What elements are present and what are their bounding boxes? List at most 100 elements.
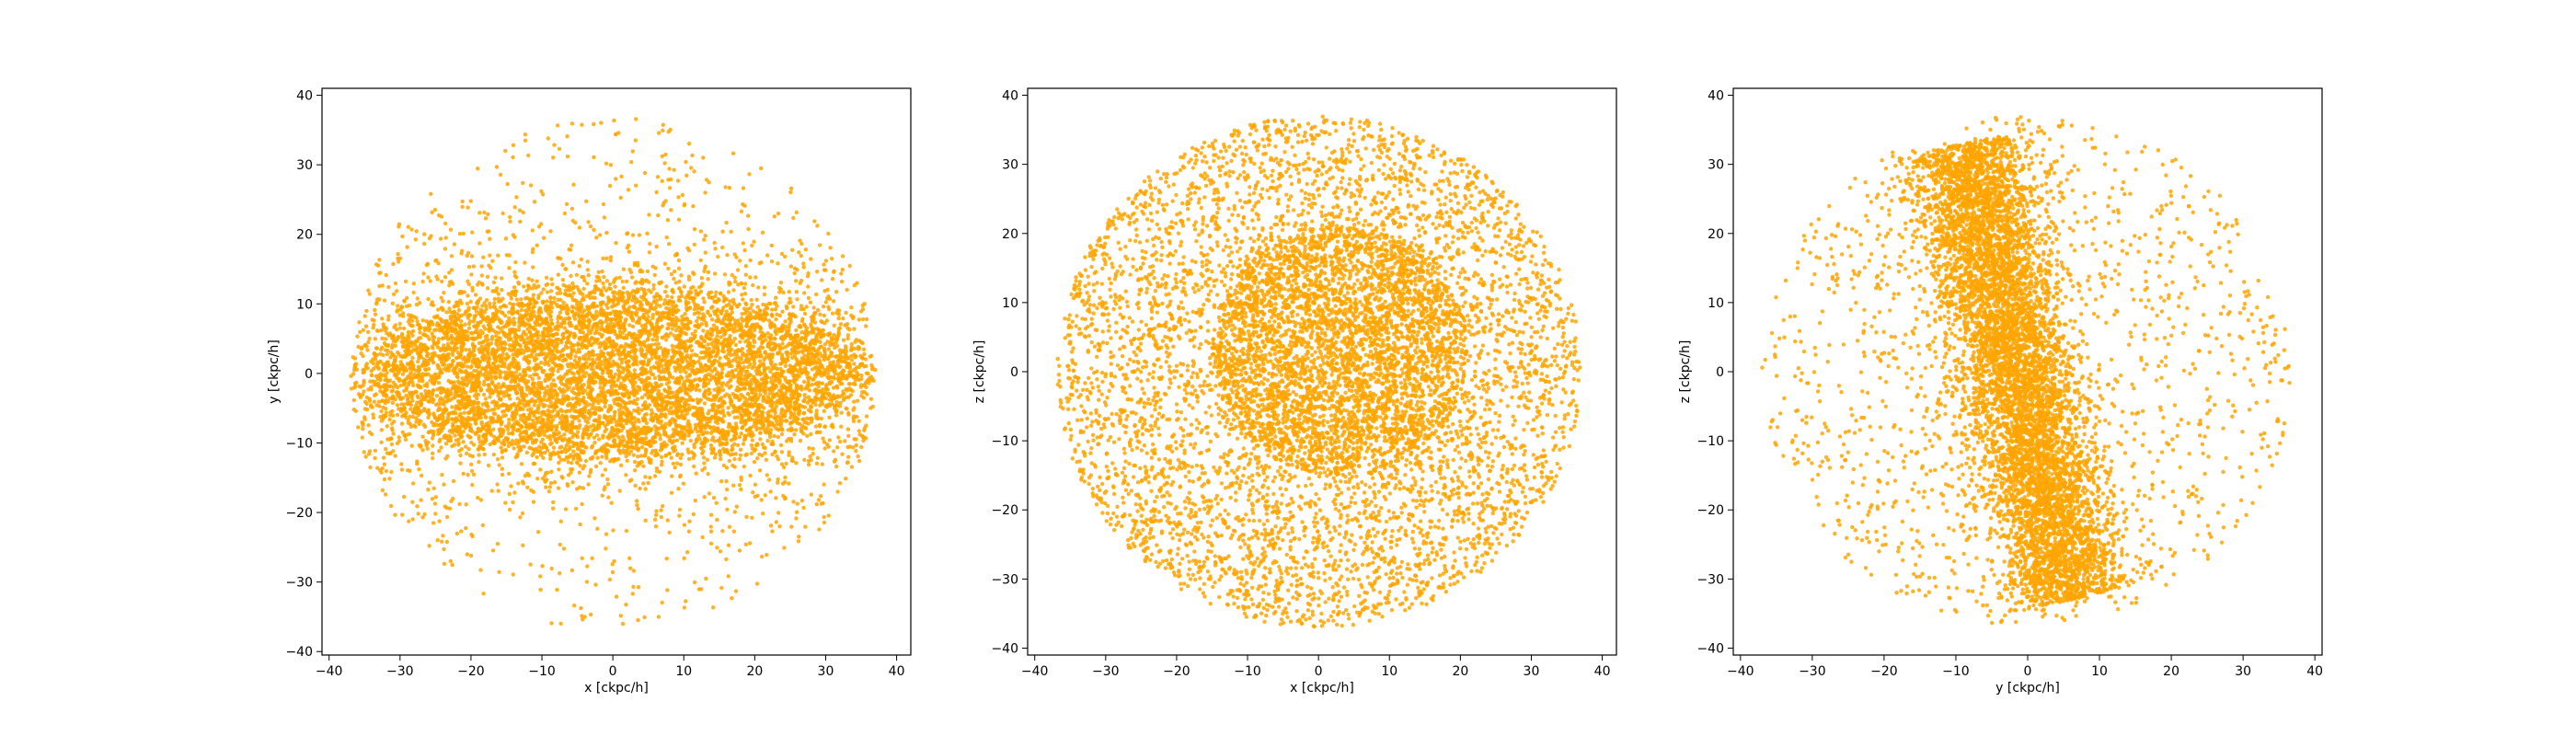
- data-point: [788, 401, 792, 405]
- data-point: [574, 327, 578, 330]
- data-point: [438, 414, 442, 418]
- data-point: [758, 308, 762, 312]
- data-point: [447, 300, 451, 304]
- data-point: [373, 394, 376, 397]
- data-point: [560, 382, 564, 385]
- data-point: [556, 332, 559, 336]
- data-point: [603, 414, 606, 418]
- data-point: [579, 292, 582, 295]
- data-point: [742, 382, 745, 385]
- data-point: [600, 454, 604, 458]
- data-point: [671, 313, 674, 316]
- data-point: [549, 442, 553, 445]
- data-point: [398, 327, 402, 330]
- data-point: [783, 414, 787, 418]
- data-point: [696, 311, 699, 315]
- data-point: [651, 338, 655, 341]
- data-point: [679, 456, 683, 460]
- data-point: [608, 415, 612, 419]
- data-point: [470, 354, 474, 358]
- data-point: [765, 380, 768, 384]
- data-point: [734, 343, 738, 347]
- data-point: [410, 356, 414, 360]
- data-point: [625, 280, 628, 283]
- data-point: [560, 450, 564, 454]
- data-point: [477, 300, 480, 304]
- data-point: [779, 411, 783, 415]
- data-point: [692, 452, 696, 455]
- data-point: [497, 330, 500, 334]
- data-point: [671, 344, 674, 348]
- data-point: [734, 421, 738, 425]
- data-point: [562, 432, 566, 436]
- data-point: [644, 432, 648, 436]
- data-point: [671, 446, 674, 450]
- data-point: [659, 437, 662, 441]
- data-point: [489, 443, 492, 446]
- data-point: [799, 304, 803, 307]
- data-point: [694, 329, 697, 333]
- data-point: [672, 291, 675, 294]
- data-point: [627, 293, 630, 296]
- data-point: [701, 328, 705, 332]
- data-point: [474, 330, 477, 334]
- data-point: [592, 436, 596, 440]
- data-point: [514, 370, 518, 374]
- data-point: [436, 408, 440, 412]
- data-point: [621, 280, 625, 283]
- data-point: [385, 378, 388, 382]
- data-point: [800, 317, 804, 321]
- data-point: [529, 407, 533, 410]
- data-point: [492, 305, 496, 308]
- data-point: [694, 377, 697, 381]
- data-point: [552, 378, 556, 382]
- data-point: [568, 431, 571, 434]
- data-point: [507, 444, 511, 448]
- data-point: [561, 278, 565, 282]
- data-point: [733, 396, 737, 399]
- data-point: [390, 389, 394, 393]
- data-point: [591, 350, 594, 353]
- data-point: [732, 352, 736, 356]
- data-point: [755, 298, 759, 302]
- data-point: [797, 346, 800, 350]
- data-point: [741, 426, 744, 430]
- data-point: [561, 337, 565, 340]
- data-point: [585, 333, 589, 337]
- data-point: [626, 430, 629, 433]
- data-point: [826, 372, 830, 375]
- data-point: [370, 374, 374, 377]
- data-point: [474, 293, 477, 296]
- data-point: [752, 344, 755, 348]
- data-point: [613, 329, 616, 333]
- data-point: [739, 393, 742, 397]
- data-point: [529, 410, 533, 414]
- data-point: [695, 353, 698, 357]
- data-point: [738, 382, 742, 385]
- data-point: [761, 420, 765, 423]
- data-point: [518, 401, 522, 405]
- data-point: [410, 334, 414, 338]
- data-point: [374, 337, 377, 340]
- data-point: [736, 443, 740, 447]
- data-point: [587, 273, 591, 277]
- data-point: [527, 277, 531, 281]
- data-point: [716, 371, 719, 374]
- data-point: [481, 403, 485, 407]
- data-point: [420, 435, 424, 439]
- data-point: [746, 392, 750, 396]
- data-point: [490, 335, 494, 339]
- data-point: [799, 367, 802, 371]
- data-point: [531, 419, 535, 422]
- data-point: [507, 418, 511, 421]
- data-point: [479, 328, 483, 332]
- data-point: [631, 325, 635, 328]
- data-point: [604, 319, 607, 323]
- data-point: [556, 369, 559, 373]
- data-point: [380, 337, 384, 340]
- data-point: [484, 397, 488, 400]
- data-point: [650, 451, 653, 454]
- data-point: [720, 367, 724, 371]
- data-point: [468, 435, 472, 439]
- data-point: [458, 412, 462, 416]
